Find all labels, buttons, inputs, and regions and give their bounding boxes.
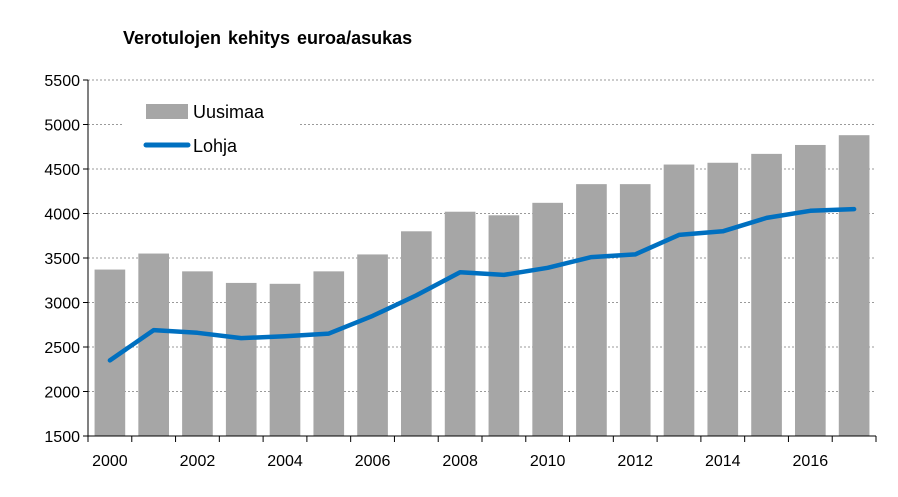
gridlines (88, 79, 876, 392)
bar-2010 (532, 202, 563, 436)
y-tick-label: 4000 (44, 207, 80, 224)
y-tick-label: 5000 (44, 118, 80, 135)
bar-2006 (357, 254, 388, 436)
legend: Uusimaa Lohja (124, 94, 299, 164)
bar-2009 (488, 215, 520, 436)
bar-2016 (795, 144, 826, 436)
bar-2015 (751, 153, 782, 436)
axes: 1500 2000 2500 3000 3500 4000 4500 5000 5500 2000… (44, 73, 877, 470)
y-tick-label: 3500 (44, 251, 80, 268)
x-tick-label: 2000 (92, 453, 128, 470)
x-tick-label: 2004 (267, 453, 303, 470)
x-tick-label: 2010 (530, 453, 566, 470)
bar-2017 (838, 135, 870, 436)
bar-2005 (313, 271, 345, 436)
y-tick-label: 4500 (44, 162, 80, 179)
bar-2001 (138, 253, 169, 436)
bar-2004 (269, 283, 301, 436)
chart-title: Verotulojen kehitys euroa/asukas (123, 28, 413, 48)
x-tick-label: 2016 (793, 453, 829, 470)
y-tick-label: 2500 (44, 340, 80, 357)
uusimaa-bars (94, 135, 870, 437)
y-tick-label: 2000 (44, 385, 80, 402)
lohja-series-line (107, 206, 857, 363)
x-tick-label: 2002 (180, 453, 216, 470)
x-tick-label: 2008 (442, 453, 478, 470)
bar-2003 (225, 282, 257, 436)
y-tick-label: 1500 (44, 429, 80, 446)
bar-2013 (663, 164, 695, 437)
bar-2011 (576, 184, 607, 436)
lohja-line (107, 206, 857, 363)
bar-2007 (401, 231, 432, 436)
bar-2002 (182, 271, 213, 436)
bar-2014 (707, 162, 739, 436)
legend-swatch-uusimaa (146, 104, 188, 119)
legend-label-lohja: Lohja (193, 136, 238, 156)
bar-2008 (444, 211, 476, 436)
x-tick-label: 2012 (617, 453, 653, 470)
y-tick-label: 3000 (44, 296, 80, 313)
x-tick-label: 2006 (355, 453, 391, 470)
y-tick-label: 5500 (44, 73, 80, 90)
legend-label-uusimaa: Uusimaa (193, 102, 265, 122)
x-tick-label: 2014 (705, 453, 741, 470)
bar-2012 (619, 184, 651, 436)
